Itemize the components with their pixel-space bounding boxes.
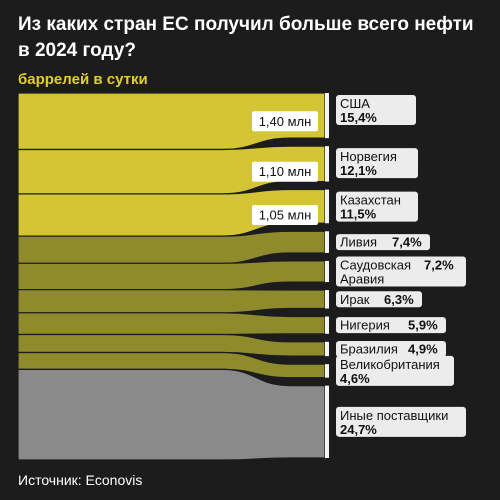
country-share: 24,7% bbox=[340, 422, 377, 437]
country-label-box bbox=[336, 317, 446, 334]
target-node bbox=[325, 231, 329, 253]
country-name: Бразилия bbox=[340, 341, 398, 356]
country-share: 7,2% bbox=[424, 258, 454, 273]
volume-label: 1,10 млн bbox=[259, 164, 312, 179]
country-share: 12,1% bbox=[340, 163, 377, 178]
target-node bbox=[325, 290, 329, 309]
source-note: Источник: Econovis bbox=[18, 472, 143, 488]
flow-band bbox=[17, 230, 326, 264]
country-label-box bbox=[336, 406, 466, 437]
country-share: 7,4% bbox=[392, 235, 422, 250]
country-label-box bbox=[336, 95, 416, 125]
country-label-box bbox=[336, 234, 430, 251]
country-name: Нигерия bbox=[340, 318, 390, 333]
target-node bbox=[325, 146, 329, 182]
country-share: 4,6% bbox=[340, 371, 370, 386]
volume-label-box bbox=[252, 111, 318, 132]
country-share: 11,5% bbox=[340, 207, 377, 222]
target-node bbox=[325, 189, 329, 224]
flow-band bbox=[17, 368, 326, 461]
country-share: 15,4% bbox=[340, 110, 377, 125]
volume-label: 1,40 млн bbox=[259, 114, 312, 129]
target-node bbox=[325, 260, 329, 283]
country-label-box bbox=[336, 355, 454, 386]
country-name: Великобритания bbox=[340, 357, 440, 372]
country-label-box bbox=[336, 291, 422, 308]
chart-subtitle: баррелей в сутки bbox=[18, 71, 148, 88]
flow-band bbox=[17, 188, 326, 237]
target-node bbox=[325, 341, 329, 357]
country-name: Казахстан bbox=[340, 193, 401, 208]
country-label-box bbox=[336, 148, 418, 179]
country-label-box bbox=[336, 340, 446, 357]
country-name: Ирак bbox=[340, 292, 370, 307]
country-name: Иные поставщики bbox=[340, 408, 448, 423]
chart-title: Из каких стран ЕС получил больше всего н… bbox=[18, 14, 474, 61]
volume-label: 1,05 млн bbox=[259, 208, 312, 223]
country-name: Ливия bbox=[340, 235, 377, 250]
volume-label-box bbox=[252, 205, 318, 226]
country-name: Норвегия bbox=[340, 149, 397, 164]
country-label-box bbox=[336, 191, 418, 222]
target-node bbox=[325, 316, 329, 334]
volume-label-box bbox=[252, 161, 318, 182]
flow-band bbox=[17, 289, 326, 314]
flow-band bbox=[17, 312, 326, 336]
country-name: Саудовская Аравия bbox=[340, 258, 411, 287]
country-share: 5,9% bbox=[408, 318, 438, 333]
flow-band bbox=[17, 260, 326, 291]
country-share: 4,9% bbox=[408, 341, 438, 356]
country-label-box bbox=[336, 256, 466, 287]
target-node bbox=[325, 364, 329, 378]
target-node bbox=[325, 93, 329, 139]
target-node bbox=[325, 385, 329, 458]
country-share: 6,3% bbox=[384, 292, 414, 307]
country-name: США bbox=[340, 96, 370, 111]
